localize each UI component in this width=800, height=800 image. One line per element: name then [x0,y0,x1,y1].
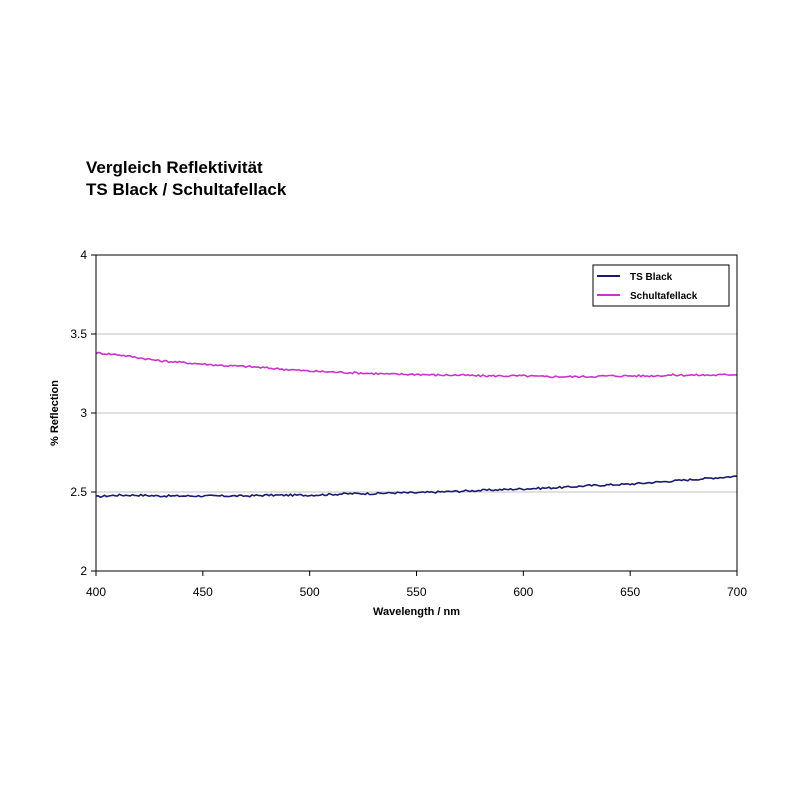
grid-lines [96,333,737,493]
y-tick-label: 4 [80,248,87,262]
chart-title: Vergleich Reflektivität TS Black / Schul… [86,157,286,201]
x-axis-title: Wavelength / nm [373,606,460,618]
y-tick-label: 2.5 [70,485,87,499]
y-axis-title: % Reflection [49,380,61,446]
series-line-schultafellack [95,351,737,379]
x-tick-label: 700 [727,585,747,599]
series-line-ts-black [95,475,738,499]
x-tick-label: 500 [300,585,320,599]
chart-title-line-2: TS Black / Schultafellack [86,180,287,199]
x-tick-label: 600 [513,585,533,599]
legend-box [592,264,730,307]
x-tick-label: 400 [86,585,106,599]
series-lines [95,351,738,499]
x-tick-label: 450 [193,585,213,599]
x-tick-label: 550 [406,585,426,599]
y-tick-label: 3 [80,406,87,420]
y-tick-label: 3.5 [70,327,87,341]
x-tick-label: 650 [620,585,640,599]
legend-label-schultafellack: Schultafellack [630,291,698,302]
y-tick-label: 2 [80,564,87,578]
legend: TS Black Schultafellack [592,264,730,307]
axis-ticks: 2 2.5 3 3.5 4 400 450 500 550 600 650 700 [70,248,747,599]
legend-label-ts-black: TS Black [630,272,673,283]
chart-title-line-1: Vergleich Reflektivität [86,158,263,177]
